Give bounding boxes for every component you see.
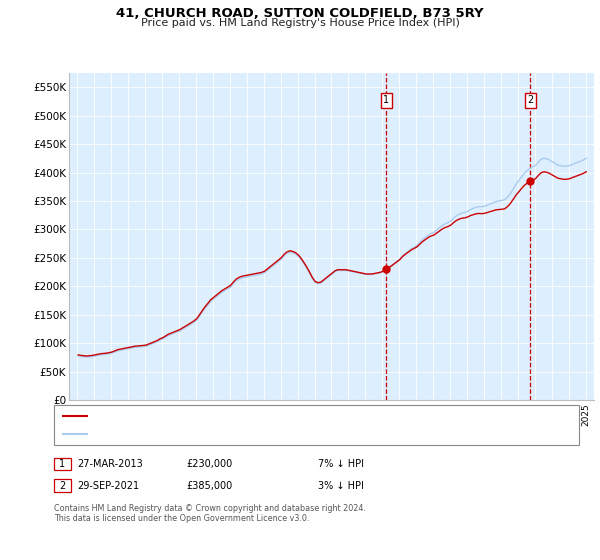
Text: 41, CHURCH ROAD, SUTTON COLDFIELD, B73 5RY (detached house): 41, CHURCH ROAD, SUTTON COLDFIELD, B73 5… xyxy=(91,411,424,421)
Text: £385,000: £385,000 xyxy=(186,480,232,491)
Text: 2: 2 xyxy=(527,95,533,105)
Text: 1: 1 xyxy=(383,95,389,105)
Text: 41, CHURCH ROAD, SUTTON COLDFIELD, B73 5RY: 41, CHURCH ROAD, SUTTON COLDFIELD, B73 5… xyxy=(116,7,484,20)
Text: £230,000: £230,000 xyxy=(186,459,232,469)
Text: 2: 2 xyxy=(59,480,65,491)
Text: 27-MAR-2013: 27-MAR-2013 xyxy=(77,459,143,469)
Text: 29-SEP-2021: 29-SEP-2021 xyxy=(77,480,139,491)
Text: Contains HM Land Registry data © Crown copyright and database right 2024.
This d: Contains HM Land Registry data © Crown c… xyxy=(54,504,366,524)
Text: 3% ↓ HPI: 3% ↓ HPI xyxy=(318,480,364,491)
Text: 1: 1 xyxy=(59,459,65,469)
Text: Price paid vs. HM Land Registry's House Price Index (HPI): Price paid vs. HM Land Registry's House … xyxy=(140,18,460,28)
Text: HPI: Average price, detached house, Birmingham: HPI: Average price, detached house, Birm… xyxy=(91,430,332,439)
Text: 7% ↓ HPI: 7% ↓ HPI xyxy=(318,459,364,469)
